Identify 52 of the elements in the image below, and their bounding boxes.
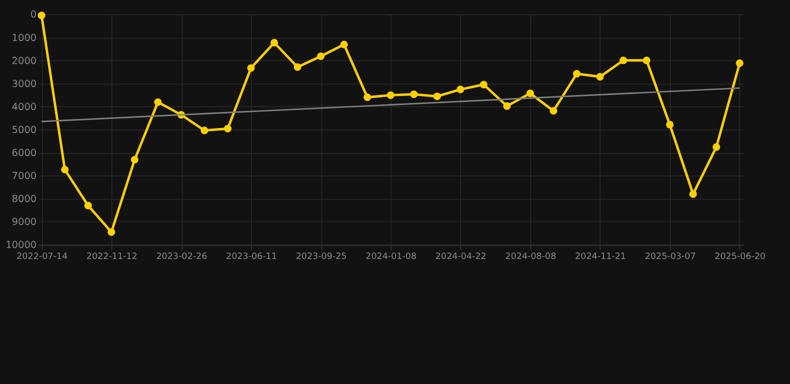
y-tick-label: 10000	[6, 240, 37, 252]
point	[642, 56, 650, 64]
point	[247, 64, 255, 72]
point	[596, 72, 604, 81]
point	[364, 94, 372, 102]
point	[456, 86, 464, 94]
point	[317, 52, 325, 60]
y-tick-label: 9000	[12, 217, 37, 228]
point	[689, 190, 697, 198]
point	[224, 124, 232, 132]
x-tick-label: 2024-04-22	[435, 252, 486, 262]
point	[503, 102, 511, 110]
x-tick-label: 2023-06-11	[226, 252, 277, 262]
point	[61, 166, 69, 174]
point	[480, 80, 488, 88]
point	[84, 202, 92, 210]
point	[572, 70, 581, 78]
x-tick-label: 2025-03-07	[644, 252, 696, 262]
point	[340, 40, 348, 48]
x-tick-label: 2022-07-14	[16, 252, 68, 262]
point	[410, 90, 418, 98]
x-tick-label: 2023-09-25	[296, 252, 347, 262]
point	[154, 98, 162, 106]
y-tick-label: 0	[30, 10, 37, 21]
y-tick-label: 3000	[12, 78, 37, 90]
point	[620, 56, 628, 64]
x-tick-label: 2024-01-08	[366, 252, 417, 262]
point	[526, 90, 534, 98]
y-tick-label: 5000	[12, 124, 37, 136]
point	[270, 38, 278, 46]
x-tick-label: 2022-11-12	[86, 252, 138, 262]
x-tick-label: 2024-11-21	[575, 252, 626, 262]
y-tick-label: 6000	[12, 148, 37, 159]
y-tick-label: 7000	[12, 171, 37, 182]
point	[433, 92, 441, 100]
point	[294, 63, 302, 71]
point	[666, 120, 674, 128]
point	[736, 59, 744, 67]
point	[130, 156, 138, 164]
y-tick-label: 4000	[12, 102, 37, 113]
point	[386, 91, 394, 99]
x-tick-label: 2025-06-20	[714, 252, 766, 262]
x-tick-label: 2024-08-08	[505, 252, 556, 262]
point	[712, 143, 720, 151]
y-tick-label: 8000	[12, 194, 37, 206]
point	[550, 107, 558, 115]
point	[38, 12, 46, 20]
x-tick-label: 2023-02-26	[156, 252, 208, 262]
y-tick-label: 2000	[12, 56, 37, 67]
point	[200, 126, 208, 134]
point	[108, 228, 116, 236]
y-tick-label: 1000	[12, 32, 37, 44]
